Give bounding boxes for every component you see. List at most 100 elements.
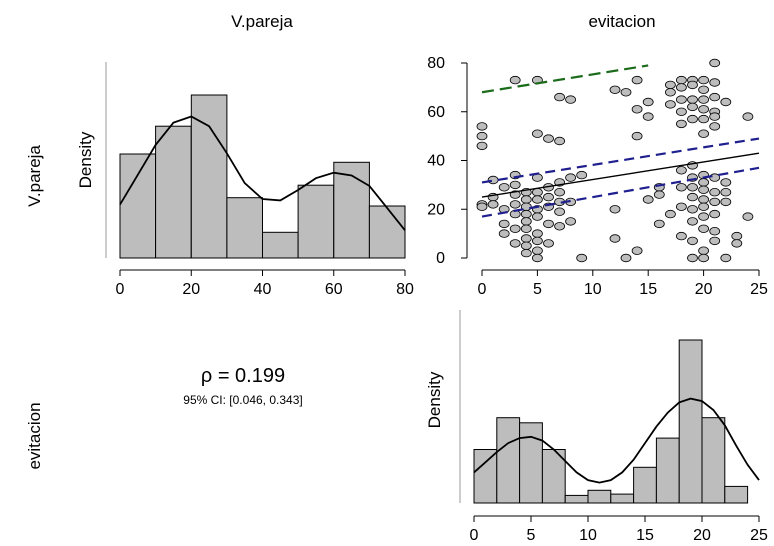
scatter-point bbox=[687, 80, 698, 90]
evitacion-bar bbox=[724, 485, 749, 504]
ci-upper-line bbox=[481, 137, 760, 184]
scatter-point bbox=[709, 122, 721, 131]
scatter-point bbox=[642, 195, 654, 204]
scatter-point bbox=[520, 234, 532, 243]
scatter-point bbox=[554, 187, 565, 197]
scatter-point bbox=[698, 75, 709, 85]
scatter-point bbox=[698, 246, 709, 255]
scatter-point bbox=[509, 200, 521, 209]
scatter-point bbox=[687, 253, 698, 263]
scatter-point bbox=[676, 75, 687, 85]
scatter-point bbox=[520, 195, 532, 204]
evitacion-bar bbox=[519, 422, 543, 504]
scatter-point bbox=[687, 192, 698, 202]
scatter-point bbox=[687, 236, 698, 246]
scatter-point bbox=[631, 131, 643, 141]
scatter-point bbox=[520, 209, 532, 219]
scatter-point bbox=[698, 195, 709, 204]
evitacion-bar bbox=[633, 466, 657, 504]
scatter-point bbox=[687, 217, 698, 226]
scatter-point bbox=[709, 92, 721, 102]
scatter-point bbox=[543, 134, 554, 143]
evitacion-x-tick-label: 25 bbox=[750, 527, 768, 544]
scatter-point bbox=[698, 85, 709, 94]
scatter-point bbox=[620, 88, 632, 97]
scatter-point bbox=[554, 92, 565, 102]
scatter-point bbox=[698, 114, 709, 124]
green-dashed-line bbox=[481, 64, 649, 94]
vpareja-histogram: 0 20 40 60 80 bbox=[105, 62, 414, 298]
scatter-point bbox=[665, 80, 676, 90]
evitacion-x-tick-label: 10 bbox=[579, 527, 597, 544]
scatter-point bbox=[532, 212, 543, 221]
vpareja-x-tick-label: 80 bbox=[396, 281, 414, 298]
scatter-point bbox=[709, 236, 721, 246]
vpareja-bar bbox=[333, 161, 370, 259]
vpareja-bar bbox=[262, 231, 299, 259]
scatter-point bbox=[709, 187, 721, 197]
row-title-evitacion: evitacion bbox=[25, 402, 44, 469]
scatter-point bbox=[642, 97, 654, 107]
evitacion-bar bbox=[473, 449, 498, 504]
evitacion-x-tick-label: 5 bbox=[527, 527, 536, 544]
scatter-point bbox=[709, 197, 721, 207]
scatter-point bbox=[731, 239, 743, 248]
scatter-point bbox=[698, 105, 709, 114]
vpareja-x-tick-label: 20 bbox=[182, 281, 200, 298]
scatter-x-tick-label: 5 bbox=[533, 281, 542, 298]
scatter-point bbox=[520, 248, 532, 258]
scatter-point bbox=[520, 241, 532, 250]
scatter-y-tick-label: 20 bbox=[427, 201, 445, 218]
scatter-y-tick-label: 60 bbox=[427, 104, 445, 121]
scatter-x-tick-label: 15 bbox=[639, 281, 657, 298]
scatter-point bbox=[698, 253, 709, 263]
scatter-point bbox=[631, 105, 643, 114]
scatter-point bbox=[742, 212, 754, 221]
vpareja-density-curve bbox=[119, 115, 406, 231]
scatter-point bbox=[631, 75, 643, 85]
scatter-point bbox=[742, 112, 754, 121]
scatter-x-tick-label: 20 bbox=[695, 281, 713, 298]
scatter-point bbox=[709, 58, 721, 68]
evitacion-bar bbox=[610, 493, 635, 504]
scatter-point bbox=[576, 170, 588, 180]
column-title-vpareja: V.pareja bbox=[231, 12, 293, 31]
column-title-evitacion: evitacion bbox=[588, 12, 655, 31]
scatter-point bbox=[476, 122, 488, 131]
correlation-rho: ρ = 0.199 bbox=[201, 365, 285, 387]
evitacion-bar bbox=[655, 437, 680, 504]
scatter-point bbox=[709, 209, 721, 219]
scatter-point bbox=[554, 207, 565, 216]
scatter-point bbox=[609, 234, 621, 243]
scatter-point bbox=[532, 129, 543, 138]
scatter-point bbox=[642, 112, 654, 121]
scatter-point bbox=[532, 229, 543, 238]
vpareja-bar bbox=[297, 184, 335, 259]
scatter-point bbox=[476, 202, 488, 211]
scatter-point bbox=[509, 224, 521, 233]
scatter-point bbox=[698, 212, 709, 221]
evitacion-density-curve bbox=[473, 397, 760, 484]
scatter-point bbox=[509, 75, 521, 85]
evitacion-bar bbox=[701, 417, 726, 504]
scatter-y-tick-label: 80 bbox=[427, 55, 445, 72]
scatter-point bbox=[532, 236, 543, 246]
scatter-point bbox=[532, 253, 543, 263]
scatter-point bbox=[609, 85, 621, 94]
scatter-point bbox=[709, 226, 721, 236]
scatter-point bbox=[709, 173, 721, 182]
evitacion-x-tick-label: 20 bbox=[693, 527, 711, 544]
scatter-point bbox=[532, 246, 543, 255]
scatter-point bbox=[676, 107, 687, 116]
evitacion-histogram: 0 5 10 15 20 25 bbox=[459, 310, 768, 544]
scatter-point bbox=[687, 102, 698, 112]
scatter-point bbox=[653, 190, 665, 199]
scatter-point bbox=[676, 95, 687, 104]
vpareja-bar bbox=[155, 125, 192, 259]
scatter-point bbox=[487, 200, 499, 209]
scatter-point bbox=[720, 197, 732, 207]
evitacion-bar bbox=[564, 494, 589, 504]
scatter-point bbox=[565, 173, 576, 182]
scatter-point bbox=[498, 229, 510, 238]
